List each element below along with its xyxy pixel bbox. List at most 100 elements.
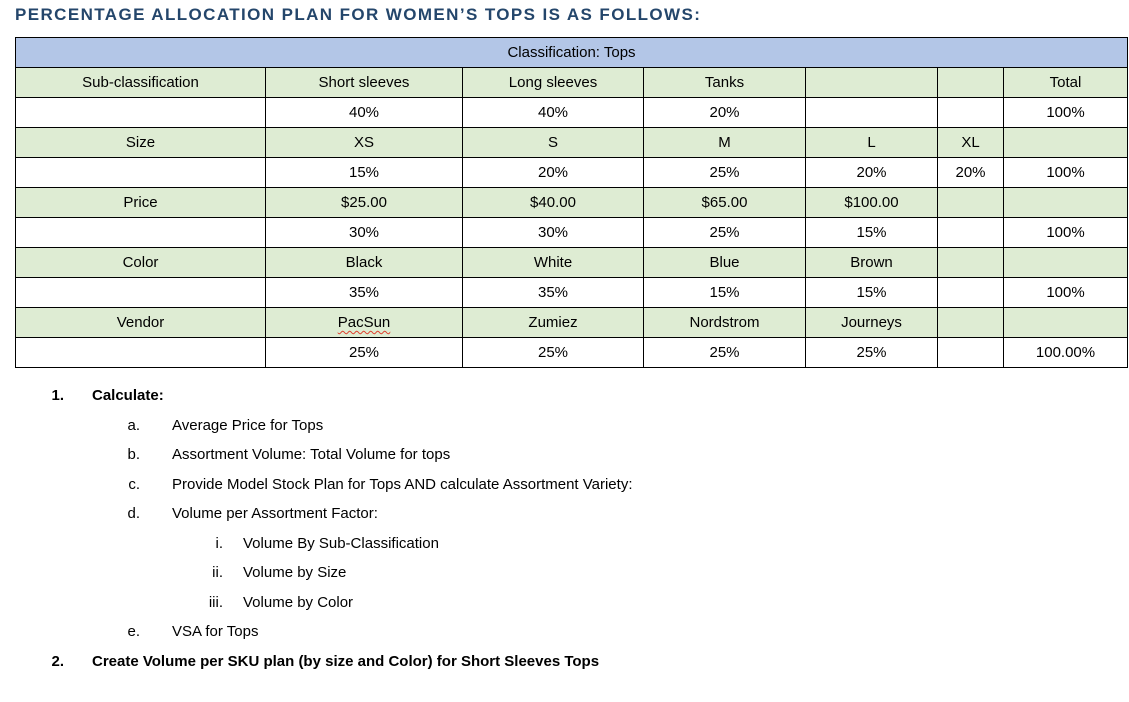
- list-marker: d.: [127, 505, 140, 522]
- table-row-vendor-header: Vendor PacSun Zumiez Nordstrom Journeys: [15, 307, 1128, 338]
- table-cell: [937, 187, 1004, 218]
- table-cell: Black: [265, 247, 463, 278]
- table-cell: 35%: [462, 277, 644, 308]
- table-cell: [805, 67, 938, 98]
- table-cell: 100.00%: [1003, 337, 1128, 368]
- instruction-item: e. VSA for Tops: [0, 617, 1129, 647]
- table-cell: [15, 97, 266, 128]
- table-cell: [15, 217, 266, 248]
- classification-header-cell: Classification: Tops: [15, 37, 1128, 68]
- table-cell: 40%: [462, 97, 644, 128]
- table-cell: S: [462, 127, 644, 158]
- table-cell: Vendor: [15, 307, 266, 338]
- table-cell: 30%: [462, 217, 644, 248]
- table-cell: Zumiez: [462, 307, 644, 338]
- list-text: Volume by Color: [243, 593, 354, 611]
- table-cell: 15%: [265, 157, 463, 188]
- table-cell: [937, 337, 1004, 368]
- table-row-size-values: 15% 20% 25% 20% 20% 100%: [15, 157, 1128, 188]
- table-cell: [15, 277, 266, 308]
- table-cell: [15, 157, 266, 188]
- list-marker: e.: [127, 623, 140, 640]
- table-cell: 30%: [265, 217, 463, 248]
- list-text: Average Price for Tops: [172, 416, 324, 434]
- table-cell: $65.00: [643, 187, 806, 218]
- table-cell: [1003, 127, 1128, 158]
- table-cell: 20%: [805, 157, 938, 188]
- list-text: Provide Model Stock Plan for Tops AND ca…: [172, 475, 633, 493]
- table-cell: Journeys: [805, 307, 938, 338]
- table-cell: [1003, 187, 1128, 218]
- table-cell: [937, 247, 1004, 278]
- table-cell: Nordstrom: [643, 307, 806, 338]
- table-row-subclassification-header: Sub-classification Short sleeves Long slee…: [15, 67, 1128, 98]
- table-cell: Color: [15, 247, 266, 278]
- table-cell: 100%: [1003, 157, 1128, 188]
- instructions-list: 1. Calculate: a. Average Price for Tops b. As…: [0, 381, 1129, 676]
- instruction-item: a. Average Price for Tops: [0, 411, 1129, 441]
- instruction-item: d. Volume per Assortment Factor:: [0, 499, 1129, 529]
- table-cell: 35%: [265, 277, 463, 308]
- table-cell: Price: [15, 187, 266, 218]
- list-marker: b.: [127, 446, 140, 463]
- table-cell: 40%: [265, 97, 463, 128]
- table-row-price-header: Price $25.00 $40.00 $65.00 $100.00: [15, 187, 1128, 218]
- table-cell: 20%: [643, 97, 806, 128]
- table-cell: [1003, 307, 1128, 338]
- table-cell: 25%: [643, 217, 806, 248]
- table-cell: White: [462, 247, 644, 278]
- table-row-vendor-values: 25% 25% 25% 25% 100.00%: [15, 337, 1128, 368]
- table-row-price-values: 30% 30% 25% 15% 100%: [15, 217, 1128, 248]
- table-row-size-header: Size XS S M L XL: [15, 127, 1128, 158]
- table-cell: 100%: [1003, 217, 1128, 248]
- table-cell: Blue: [643, 247, 806, 278]
- instruction-item: 2. Create Volume per SKU plan (by size an…: [0, 647, 1129, 677]
- table-cell: [1003, 247, 1128, 278]
- table-cell: [937, 67, 1004, 98]
- instruction-item: b. Assortment Volume: Total Volume for to…: [0, 440, 1129, 470]
- list-text: Volume per Assortment Factor:: [172, 505, 378, 522]
- table-cell: 20%: [462, 157, 644, 188]
- table-cell: L: [805, 127, 938, 158]
- table-cell: 25%: [265, 337, 463, 368]
- list-text: Volume By Sub-Classification: [243, 534, 439, 552]
- table-cell: [805, 97, 938, 128]
- list-marker: 2.: [51, 652, 64, 670]
- table-cell: Tanks: [643, 67, 806, 98]
- table-cell: [937, 307, 1004, 338]
- table-cell: $100.00: [805, 187, 938, 218]
- table-cell: Sub-classification: [15, 67, 266, 98]
- table-cell: 15%: [643, 277, 806, 308]
- table-cell: 100%: [1003, 277, 1128, 308]
- list-text: Volume by Size: [243, 564, 347, 581]
- table-cell: 15%: [805, 277, 938, 308]
- list-text: Assortment Volume: Total Volume for tops: [172, 446, 451, 463]
- table-row-color-values: 35% 35% 15% 15% 100%: [15, 277, 1128, 308]
- table-cell: $25.00: [265, 187, 463, 218]
- table-cell: 100%: [1003, 97, 1128, 128]
- instruction-item: iii. Volume by Color: [0, 588, 1129, 618]
- table-cell: Brown: [805, 247, 938, 278]
- table-cell: Size: [15, 127, 266, 158]
- table-cell: XS: [265, 127, 463, 158]
- list-text: Calculate:: [92, 387, 164, 404]
- table-cell: [15, 337, 266, 368]
- table-cell: 25%: [462, 337, 644, 368]
- table-cell: PacSun: [265, 307, 463, 338]
- table-cell: Short sleeves: [265, 67, 463, 98]
- table-cell: 25%: [643, 157, 806, 188]
- table-cell: 25%: [805, 337, 938, 368]
- document-page: PERCENTAGE ALLOCATION PLAN FOR WOMEN’S T…: [0, 5, 1129, 676]
- table-cell: XL: [937, 127, 1004, 158]
- classification-header-row: Classification: Tops: [15, 37, 1128, 68]
- allocation-table: Classification: Tops Sub-classification Sh…: [15, 37, 1128, 368]
- table-row-color-header: Color Black White Blue Brown: [15, 247, 1128, 278]
- vendor-name-spellcheck: PacSun: [337, 314, 391, 331]
- instruction-item: c. Provide Model Stock Plan for Tops AND …: [0, 470, 1129, 500]
- table-cell: [937, 277, 1004, 308]
- list-marker: ii.: [212, 564, 223, 581]
- page-title: PERCENTAGE ALLOCATION PLAN FOR WOMEN’S T…: [15, 5, 702, 24]
- list-marker: i.: [215, 534, 224, 552]
- table-cell: 15%: [805, 217, 938, 248]
- list-marker: a.: [127, 416, 140, 434]
